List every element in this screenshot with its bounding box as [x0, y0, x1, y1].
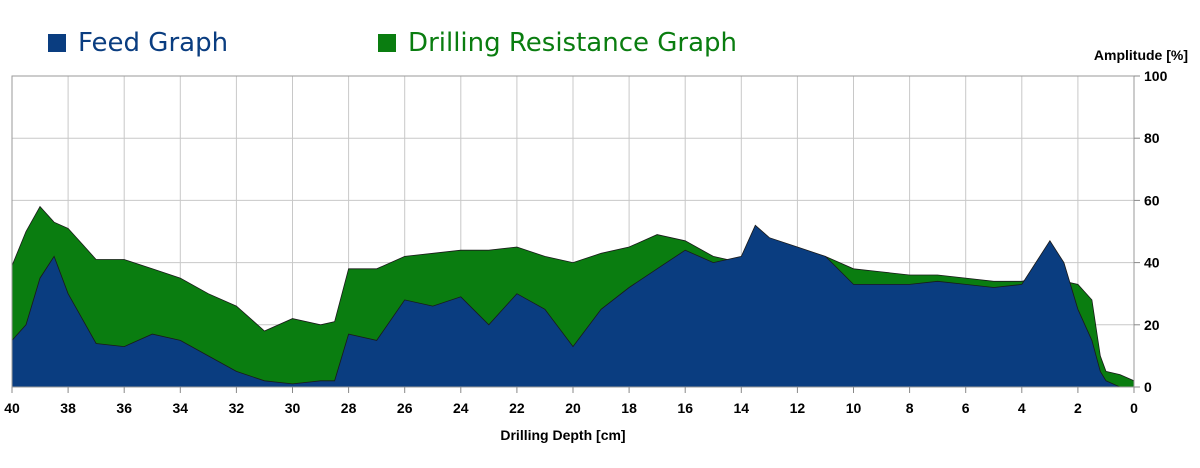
x-tick-label: 4	[1018, 400, 1026, 416]
y-tick-label: 60	[1144, 192, 1160, 208]
x-tick-label: 16	[677, 400, 693, 416]
x-tick-label: 32	[229, 400, 245, 416]
x-tick-label: 14	[734, 400, 750, 416]
x-tick-label: 28	[341, 400, 357, 416]
x-tick-label: 2	[1074, 400, 1082, 416]
x-tick-label: 40	[4, 400, 20, 416]
legend-label-feed: Feed Graph	[78, 28, 229, 58]
y-axis-title: Amplitude [%]	[1094, 47, 1188, 63]
legend-label-drilling-resistance: Drilling Resistance Graph	[408, 28, 738, 58]
y-axis-ticks: 0 20 40 60 80 100	[1134, 68, 1168, 395]
chart-legend: Feed Graph Drilling Resistance Graph	[48, 28, 887, 58]
x-tick-label: 18	[621, 400, 637, 416]
x-axis-ticks: 40 38 36 34 32 30 28 26 24 22 20 18 16 14 12 10 8 6 4 2 0	[4, 387, 1138, 416]
y-tick-label: 0	[1144, 379, 1152, 395]
legend-item-feed: Feed Graph	[48, 28, 228, 58]
x-tick-label: 12	[790, 400, 806, 416]
y-tick-label: 20	[1144, 317, 1160, 333]
y-tick-label: 40	[1144, 255, 1160, 271]
x-tick-label: 24	[453, 400, 469, 416]
x-tick-label: 6	[962, 400, 970, 416]
x-tick-label: 26	[397, 400, 413, 416]
x-axis-title: Drilling Depth [cm]	[500, 427, 625, 443]
chart-areas	[11, 205, 1135, 388]
x-tick-label: 38	[60, 400, 76, 416]
x-tick-label: 34	[173, 400, 189, 416]
x-tick-label: 10	[846, 400, 862, 416]
x-tick-label: 22	[509, 400, 525, 416]
y-tick-label: 80	[1144, 130, 1160, 146]
x-tick-label: 20	[565, 400, 581, 416]
x-tick-label: 36	[116, 400, 132, 416]
legend-swatch-drilling-resistance	[378, 34, 397, 52]
x-tick-label: 8	[906, 400, 914, 416]
x-tick-label: 0	[1130, 400, 1138, 416]
y-tick-label: 100	[1144, 68, 1168, 84]
legend-item-drilling-resistance: Drilling Resistance Graph	[378, 28, 737, 58]
area-series-feed-graph	[11, 224, 1134, 388]
x-tick-label: 30	[285, 400, 301, 416]
legend-swatch-feed	[48, 34, 66, 52]
